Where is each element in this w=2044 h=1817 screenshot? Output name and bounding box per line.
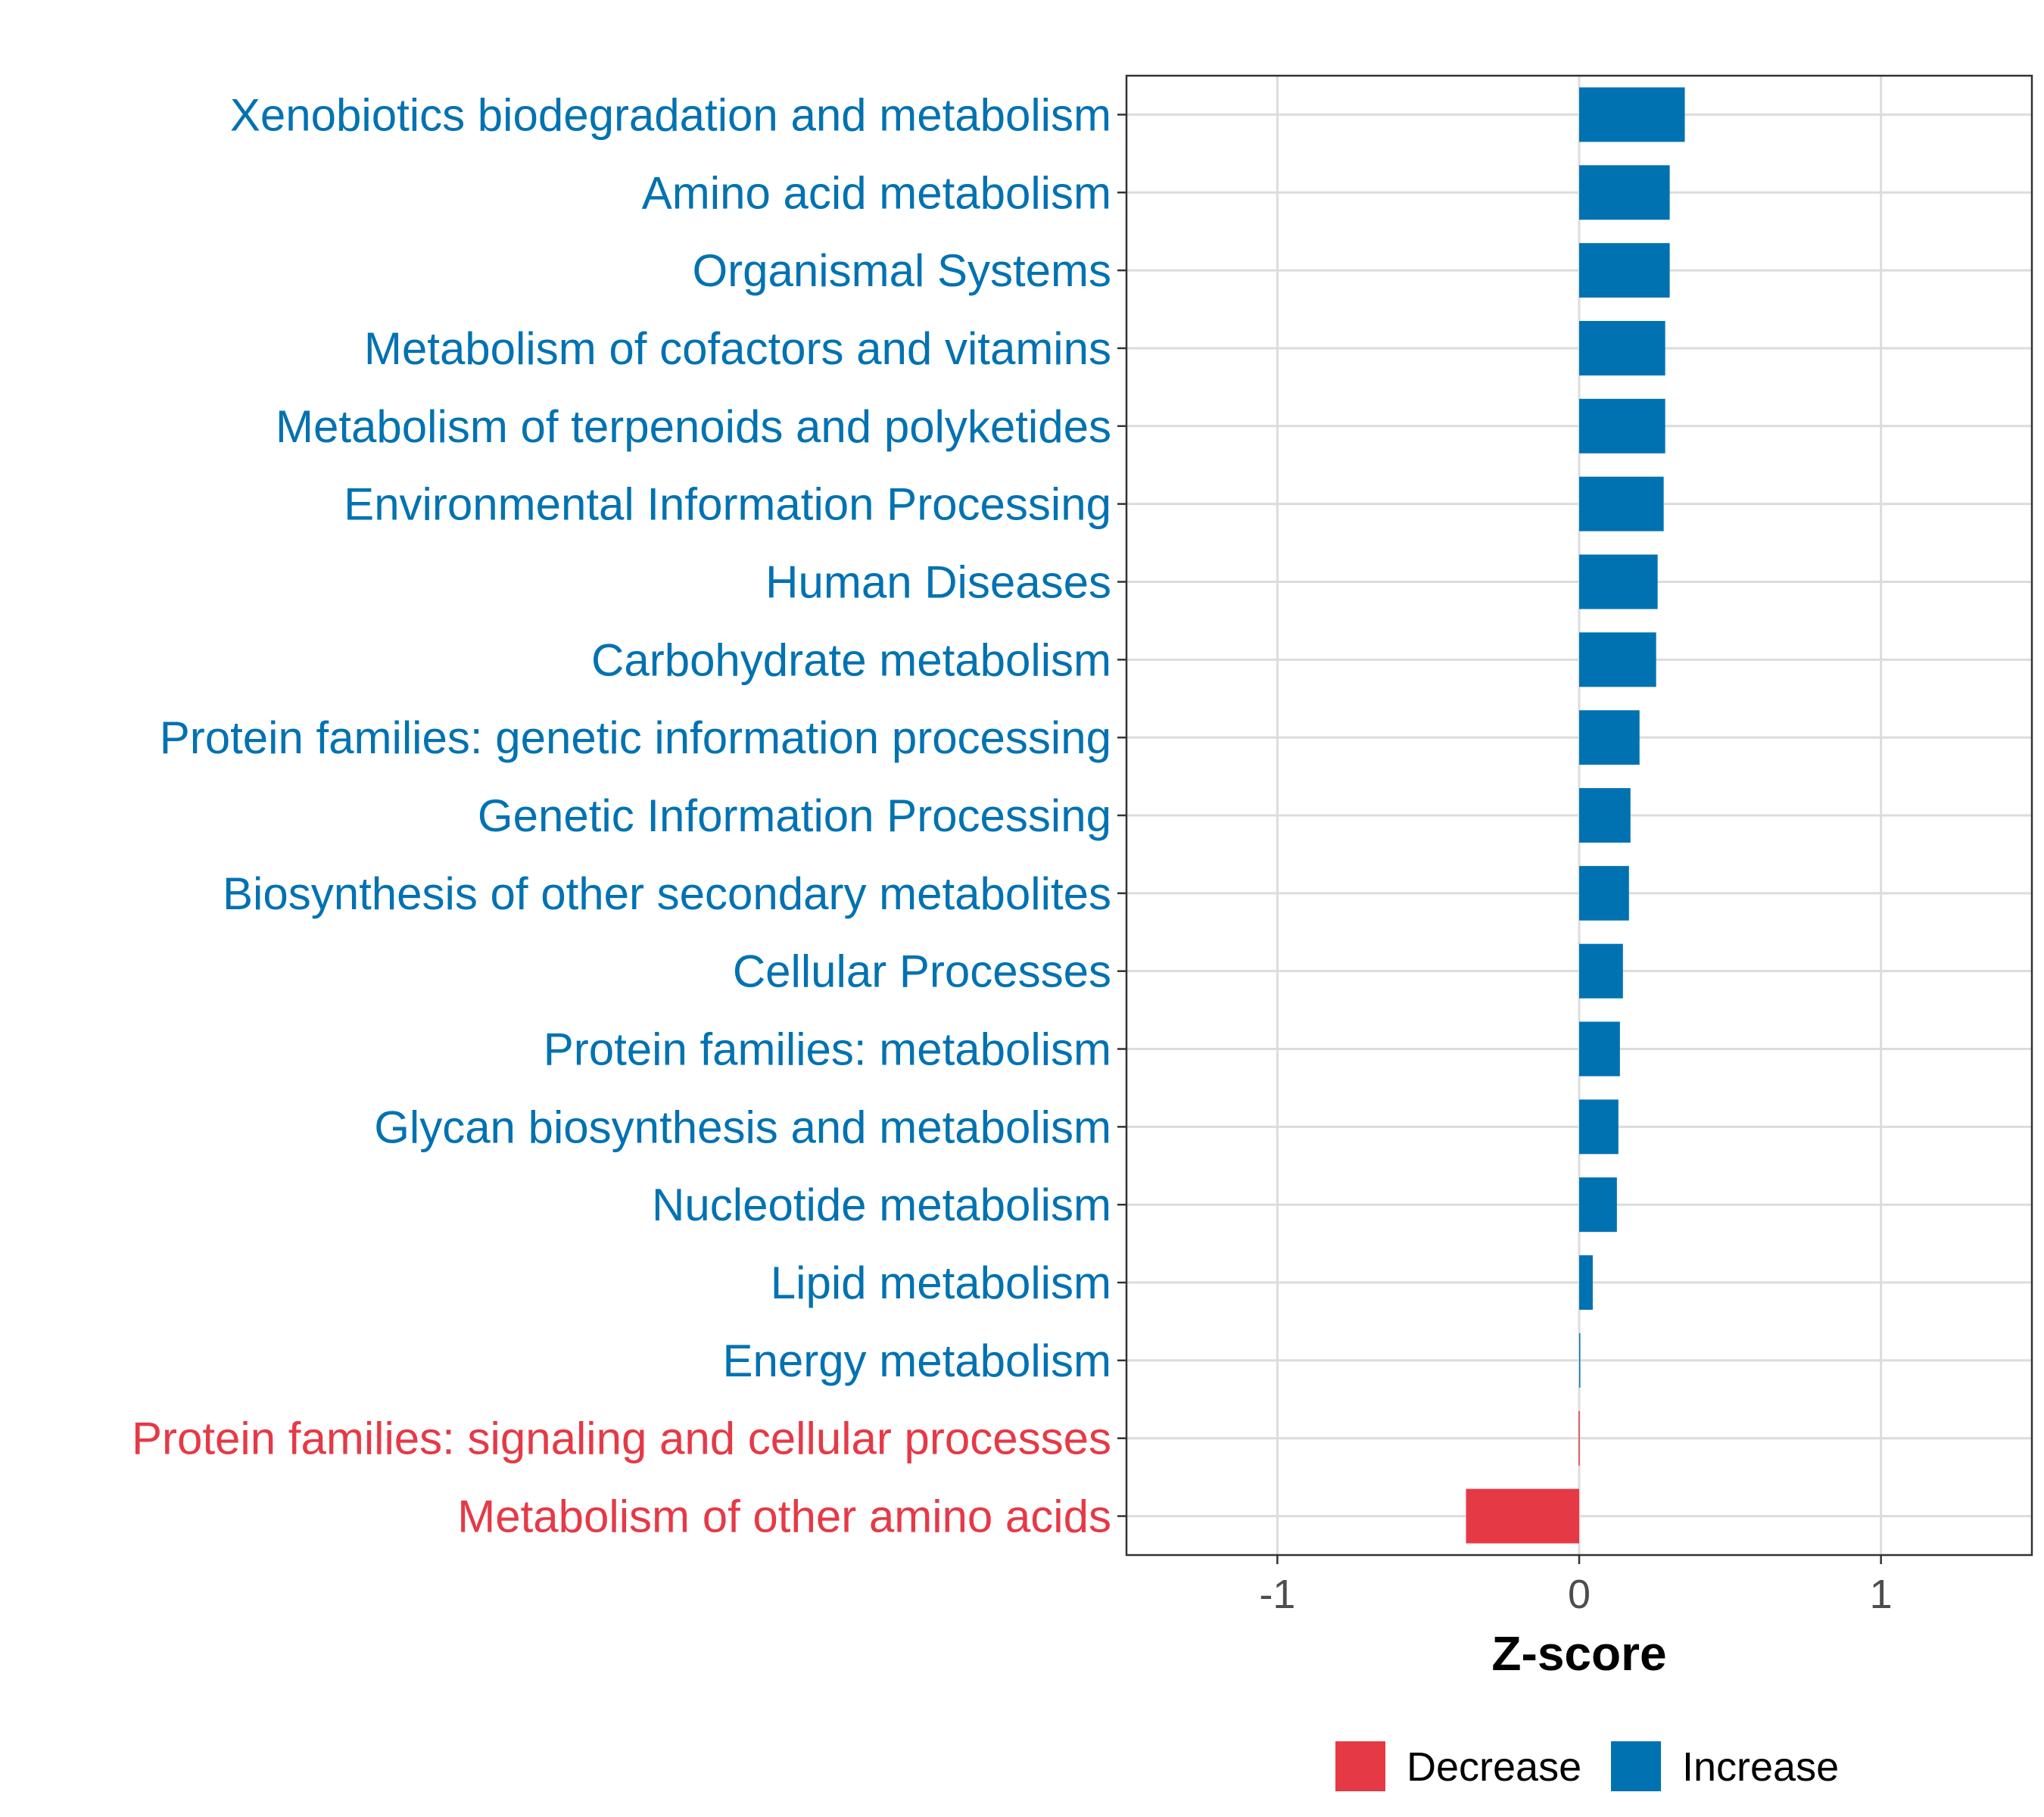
y-tick-label: Protein families: genetic information pr…: [160, 712, 1111, 763]
y-tick-label: Lipid metabolism: [771, 1258, 1111, 1308]
legend: Decrease Increase: [1335, 1741, 1839, 1791]
y-tick-label: Metabolism of other amino acids: [457, 1491, 1111, 1542]
bar: [1579, 1255, 1593, 1311]
x-axis: -1 0 1: [1259, 1555, 1893, 1617]
x-axis-title: Z-score: [1491, 1626, 1666, 1681]
y-axis: Xenobiotics biodegradation and metabolis…: [132, 89, 1126, 1542]
legend-key-increase: [1611, 1741, 1661, 1791]
bar: [1466, 1488, 1579, 1544]
y-tick-label: Human Diseases: [765, 556, 1111, 607]
y-tick-label: Protein families: signaling and cellular…: [132, 1413, 1111, 1464]
bar: [1579, 1021, 1620, 1077]
legend-label-decrease: Decrease: [1407, 1744, 1581, 1790]
bar: [1579, 320, 1665, 376]
bar: [1579, 1177, 1617, 1233]
y-tick-label: Glycan biosynthesis and metabolism: [374, 1102, 1111, 1152]
bar: [1579, 476, 1664, 531]
legend-key-decrease: [1335, 1741, 1385, 1791]
bar: [1579, 243, 1670, 298]
y-tick-label: Carbohydrate metabolism: [591, 634, 1111, 685]
bar: [1579, 1332, 1581, 1388]
y-tick-label: Metabolism of terpenoids and polyketides: [276, 401, 1111, 452]
y-tick-label: Cellular Processes: [733, 946, 1111, 997]
bar: [1579, 632, 1656, 687]
x-tick-label: 1: [1870, 1572, 1893, 1617]
x-tick-label: 0: [1568, 1572, 1591, 1617]
y-tick-label: Genetic Information Processing: [478, 790, 1111, 841]
bar: [1579, 788, 1631, 843]
y-tick-label: Protein families: metabolism: [544, 1024, 1111, 1075]
y-tick-label: Organismal Systems: [693, 245, 1111, 296]
x-tick-label: -1: [1259, 1572, 1295, 1617]
bar: [1579, 943, 1623, 999]
bar: [1579, 165, 1670, 220]
y-tick-label: Environmental Information Processing: [344, 479, 1111, 530]
y-tick-label: Biosynthesis of other secondary metaboli…: [223, 868, 1111, 919]
bar: [1579, 1099, 1619, 1155]
bar: [1579, 865, 1629, 921]
bar: [1579, 398, 1665, 453]
bar: [1579, 710, 1640, 765]
bar: [1579, 554, 1658, 609]
y-tick-label: Energy metabolism: [722, 1335, 1111, 1386]
y-tick-label: Nucleotide metabolism: [652, 1180, 1111, 1230]
y-tick-label: Amino acid metabolism: [642, 167, 1111, 218]
y-tick-label: Xenobiotics biodegradation and metabolis…: [230, 89, 1111, 140]
bars: [1466, 87, 1685, 1544]
legend-label-increase: Increase: [1682, 1744, 1839, 1790]
bar: [1579, 87, 1685, 142]
bar: [1578, 1410, 1580, 1466]
y-tick-label: Metabolism of cofactors and vitamins: [364, 323, 1111, 374]
